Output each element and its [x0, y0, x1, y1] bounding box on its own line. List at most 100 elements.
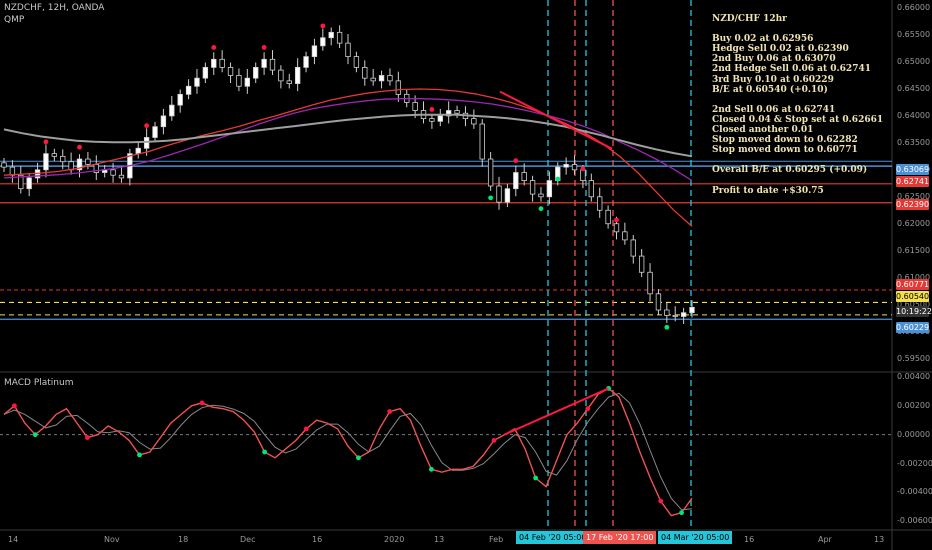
candle-body: [597, 196, 603, 211]
sell-signal-dot: [261, 45, 267, 50]
trade-note-line: Stop moved down to 0.60771: [712, 145, 858, 156]
candle-body: [647, 271, 653, 295]
sell-signal-dot: [429, 107, 435, 112]
macd-dot: [12, 403, 17, 409]
candle-body: [454, 110, 460, 114]
candle-body: [664, 309, 670, 316]
trend-line: [499, 90, 613, 150]
macd-title: MACD Platinum: [4, 378, 74, 388]
candle-body: [504, 188, 511, 203]
trade-note-line: Stop moved down to 0.62282: [712, 135, 858, 146]
candle-body: [546, 180, 553, 198]
trade-note-line: Closed 0.04 & Stop set at 0.62661: [712, 114, 884, 125]
candle-body: [630, 239, 636, 257]
macd-dot: [533, 475, 539, 481]
candle-body: [253, 66, 259, 79]
trade-note-line: 3rd Buy 0.10 at 0.60229: [712, 74, 834, 85]
candle-body: [563, 164, 569, 168]
time-tick-label: 2020: [384, 535, 405, 544]
price-tick-label: 0.60500: [897, 299, 931, 309]
price-tick-label: 0.62500: [897, 191, 931, 201]
candle-body: [194, 77, 200, 87]
candle-body: [328, 31, 334, 39]
ma-purple-line: [3, 98, 693, 182]
candle-body: [487, 158, 494, 187]
buy-signal-dot: [538, 206, 544, 212]
candle-body: [412, 102, 418, 111]
candle-body: [446, 110, 452, 117]
macd-dot: [679, 510, 684, 516]
candle-body: [76, 158, 83, 171]
candle-body: [135, 147, 141, 155]
candle-body: [479, 123, 485, 160]
macd-tick-label: -0.00400: [897, 487, 932, 497]
sell-signal-dot: [614, 217, 619, 223]
candle-body: [286, 80, 292, 84]
time-tick-label: Dec: [240, 535, 256, 544]
macd-dot: [356, 455, 361, 461]
time-tick-label: Apr: [818, 535, 832, 544]
trade-note-line: NZD/CHF 12hr: [712, 14, 787, 24]
price-tick-label: 0.63500: [897, 137, 931, 147]
trade-note-line: [712, 95, 883, 105]
macd-dot: [491, 438, 497, 443]
macd-signal-line: [3, 392, 693, 511]
trade-note-line: B/E at 0.60540 (+0.10): [712, 84, 828, 95]
time-tick-label: 14: [8, 535, 19, 544]
candle-body: [227, 66, 234, 76]
candle-body: [395, 80, 402, 95]
price-tick-label: 0.62000: [897, 218, 931, 228]
macd-dot: [387, 409, 393, 414]
candle-body: [538, 193, 544, 198]
buy-signal-dot: [555, 176, 561, 182]
macd-dot: [658, 498, 664, 504]
trade-note-line: [712, 24, 883, 34]
candle-body: [353, 56, 360, 68]
price-level-label: 0.60229: [896, 322, 930, 333]
candle-body: [320, 37, 326, 47]
candle-body: [118, 174, 125, 179]
candle-body: [513, 172, 519, 190]
trade-note-line: 2nd Sell 0.06 at 0.62741: [712, 104, 836, 115]
buy-signal-dot: [664, 324, 670, 330]
candle-body: [60, 155, 66, 163]
candle-body: [529, 180, 536, 195]
candle-body: [362, 66, 368, 79]
candle-body: [303, 56, 309, 68]
trade-note-line: Hedge Sell 0.02 at 0.62390: [712, 44, 849, 55]
price-tick-label: 0.61000: [897, 272, 931, 282]
candle-body: [18, 174, 24, 190]
candle-body: [261, 58, 267, 68]
macd-dot: [137, 452, 142, 458]
candle-body: [278, 69, 284, 82]
candle-body: [672, 314, 678, 317]
candle-body: [85, 158, 91, 165]
trade-note-line: 2nd Hedge Sell 0.06 at 0.62741: [712, 64, 871, 75]
event-date-label: 04 Mar '20 05:00: [658, 531, 733, 544]
price-tick-label: 0.65500: [897, 30, 931, 39]
candle-body: [269, 58, 276, 71]
time-tick-label: Feb: [489, 535, 504, 544]
candle-body: [378, 75, 385, 82]
price-level-label: 0.63069: [896, 164, 930, 175]
candle-body: [244, 77, 250, 87]
price-tick-label: 0.64000: [897, 110, 931, 120]
candle-body: [169, 104, 175, 117]
price-level-label: 0.62390: [896, 199, 930, 210]
trade-note-line: Closed another 0.01: [712, 125, 814, 136]
ma-gray-line: [3, 113, 693, 158]
price-level-label: 0.60540: [896, 291, 930, 302]
sell-signal-dot: [320, 23, 326, 29]
trade-notes: NZD/CHF 12hr Buy 0.02 at 0.62956 Hedge Sel…: [712, 14, 883, 196]
time-tick-label: Nov: [104, 535, 120, 544]
macd-dot: [585, 406, 591, 412]
candle-body: [638, 255, 645, 273]
candle-body: [580, 169, 586, 182]
candle-body: [437, 115, 443, 122]
macd-tick-label: 0.00200: [897, 400, 931, 410]
candle-body: [588, 180, 594, 198]
candle-body: [219, 58, 225, 68]
candle-body: [185, 85, 192, 95]
sell-signal-dot: [513, 158, 519, 164]
